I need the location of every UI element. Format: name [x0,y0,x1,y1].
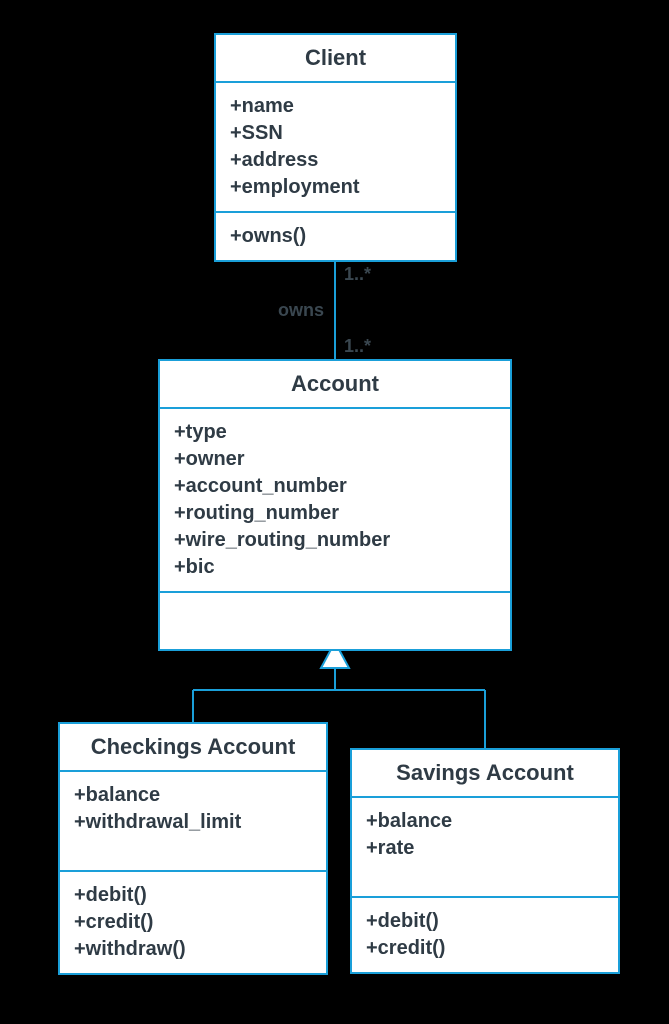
op: +debit() [366,908,604,935]
attr: +rate [366,835,604,862]
attr: +address [230,147,441,174]
class-operations [160,593,510,649]
class-attributes: +type +owner +account_number +routing_nu… [160,409,510,593]
multiplicity-label: 1..* [344,336,371,357]
attr: +balance [366,808,604,835]
attr: +account_number [174,473,496,500]
op: +debit() [74,882,312,909]
class-attributes: +balance +rate [352,798,618,898]
class-attributes: +name +SSN +address +employment [216,83,455,213]
class-title: Savings Account [352,750,618,798]
class-savings-account: Savings Account +balance +rate +debit() … [350,748,620,974]
class-account: Account +type +owner +account_number +ro… [158,359,512,651]
class-title: Client [216,35,455,83]
class-client: Client +name +SSN +address +employment +… [214,33,457,262]
op: +credit() [74,909,312,936]
op: +withdraw() [74,936,312,963]
attr: +SSN [230,120,441,147]
attr: +bic [174,554,496,581]
op: +owns() [230,223,441,250]
attr: +owner [174,446,496,473]
op: +credit() [366,935,604,962]
attr: +type [174,419,496,446]
association-name: owns [278,300,324,321]
class-attributes: +balance +withdrawal_limit [60,772,326,872]
class-operations: +debit() +credit() [352,898,618,972]
class-operations: +owns() [216,213,455,260]
attr: +withdrawal_limit [74,809,312,836]
attr: +balance [74,782,312,809]
class-checkings-account: Checkings Account +balance +withdrawal_l… [58,722,328,975]
attr: +name [230,93,441,120]
attr: +routing_number [174,500,496,527]
class-title: Checkings Account [60,724,326,772]
multiplicity-label: 1..* [344,264,371,285]
class-operations: +debit() +credit() +withdraw() [60,872,326,973]
diagram-canvas: Client +name +SSN +address +employment +… [0,0,669,1024]
class-title: Account [160,361,510,409]
attr: +employment [230,174,441,201]
attr: +wire_routing_number [174,527,496,554]
